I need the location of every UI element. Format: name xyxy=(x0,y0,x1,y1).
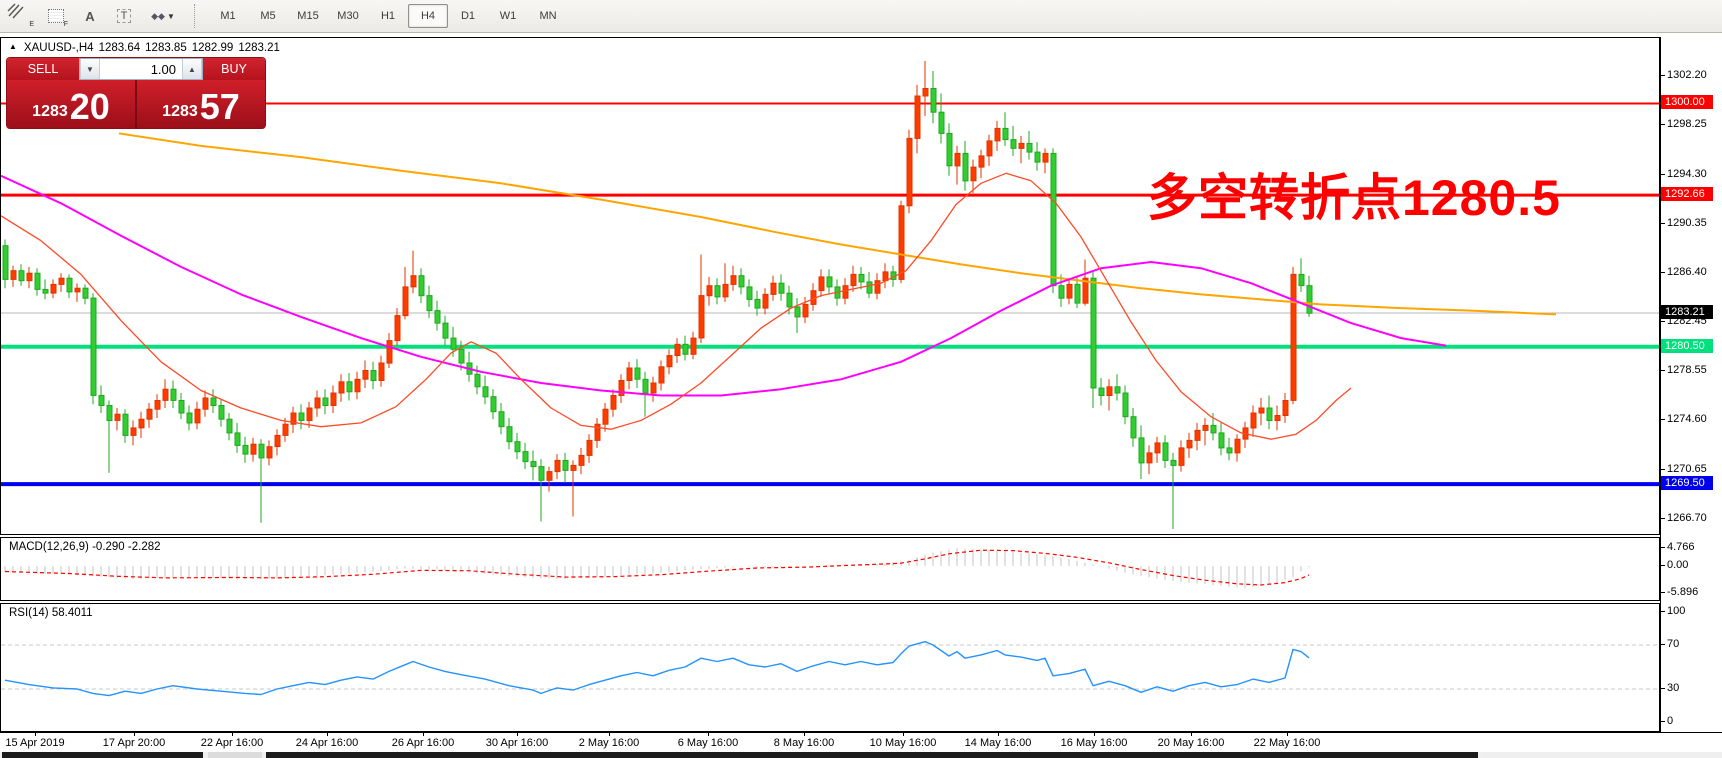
time-label: 26 Apr 16:00 xyxy=(391,737,455,749)
toolbar: E F A T ◆◆ ▼ M1 M5 M15 M30 H1 H4 D1 W1 MN xyxy=(0,0,1722,33)
timeframe-button-H1[interactable]: H1 xyxy=(380,10,396,22)
price-tick-1302.20: 1302.20 xyxy=(1667,69,1707,81)
sell-price-big: 20 xyxy=(69,86,110,127)
timeframe-group: M1 M5 M15 M30 H1 H4 D1 W1 MN xyxy=(208,4,568,28)
macd-tick--5.896: -5.896 xyxy=(1667,586,1699,598)
price-tick-1278.55: 1278.55 xyxy=(1667,364,1707,377)
buy-price-button[interactable]: 1283 57 xyxy=(137,80,265,128)
timeframe-button-M30[interactable]: M30 xyxy=(337,10,359,22)
price-tick-1274.60: 1274.60 xyxy=(1667,413,1707,426)
trendline-glyph xyxy=(7,3,24,19)
main-chart-panel[interactable]: ▲ XAUUSD-,H4 1283.64 1283.85 1282.99 128… xyxy=(0,37,1660,535)
collapse-triangle-icon[interactable]: ▲ xyxy=(9,42,17,51)
text-label-tool-icon[interactable]: A xyxy=(85,8,95,24)
price-tick-1286.40: 1286.40 xyxy=(1667,266,1707,279)
timeframe-button-MN[interactable]: MN xyxy=(539,10,557,22)
chart-tab-strip xyxy=(0,752,1722,758)
price-badge-1300.00: 1300.00 xyxy=(1661,95,1713,110)
macd-tick-4.766: 4.766 xyxy=(1667,541,1695,553)
timeframe-button-M15[interactable]: M15 xyxy=(297,10,319,22)
ohlc-close: 1283.21 xyxy=(238,42,280,54)
sell-price-small: 1283 xyxy=(32,103,68,120)
rsi-label: RSI(14) 58.4011 xyxy=(9,607,93,619)
timeframe-button-D1[interactable]: D1 xyxy=(460,10,476,22)
price-badge-1269.50: 1269.50 xyxy=(1661,476,1713,491)
time-label: 14 May 16:00 xyxy=(964,737,1032,749)
chart-tab-segment[interactable] xyxy=(2,752,203,758)
symbol-label: XAUUSD-,H4 xyxy=(23,42,94,54)
one-click-trade-panel: SELL ▼ ▲ BUY 1283 20 1283 xyxy=(7,58,265,128)
trendline-tool-icon[interactable]: E xyxy=(6,2,38,30)
ohlc-low: 1282.99 xyxy=(191,42,234,54)
time-label: 15 Apr 2019 xyxy=(5,737,65,749)
price-badge-1283.21: 1283.21 xyxy=(1661,304,1713,319)
time-label: 8 May 16:00 xyxy=(773,737,835,749)
chart-header: ▲ XAUUSD-,H4 1283.64 1283.85 1282.99 128… xyxy=(9,42,280,54)
sell-button[interactable]: SELL xyxy=(7,58,79,80)
buy-price-big: 57 xyxy=(199,86,240,127)
macd-tick-0.00: 0.00 xyxy=(1667,559,1689,571)
sell-price-button[interactable]: 1283 20 xyxy=(7,80,135,128)
rsi-tick-0: 0 xyxy=(1667,715,1674,727)
chart-stack: ▲ XAUUSD-,H4 1283.64 1283.85 1282.99 128… xyxy=(0,37,1660,758)
chart-annotation-text: 多空转折点1280.5 xyxy=(1147,170,1561,226)
timeframe-button-H4[interactable]: H4 xyxy=(408,4,448,28)
price-tick-1266.70: 1266.70 xyxy=(1667,512,1707,525)
time-label: 22 Apr 16:00 xyxy=(200,737,264,749)
macd-label: MACD(12,26,9) -0.290 -2.282 xyxy=(9,541,161,553)
shapes-tool-icon[interactable]: ◆◆ ▼ xyxy=(151,10,175,21)
price-tick-1290.35: 1290.35 xyxy=(1667,216,1707,229)
time-label: 16 May 16:00 xyxy=(1060,737,1128,749)
time-label: 2 May 16:00 xyxy=(578,737,640,749)
text-box-tool-icon[interactable]: T xyxy=(108,2,140,30)
volume-input[interactable] xyxy=(100,59,182,79)
timeframe-button-W1[interactable]: W1 xyxy=(499,10,517,22)
rsi-tick-30: 30 xyxy=(1667,682,1680,694)
price-badge-1292.66: 1292.66 xyxy=(1661,187,1713,202)
ohlc-open: 1283.64 xyxy=(98,42,141,54)
time-label: 30 Apr 16:00 xyxy=(485,737,549,749)
price-tick-1294.30: 1294.30 xyxy=(1667,167,1707,180)
rsi-tick-70: 70 xyxy=(1667,638,1680,650)
time-label: 6 May 16:00 xyxy=(677,737,739,749)
candlestick-chart[interactable] xyxy=(1,38,1659,534)
time-label: 10 May 16:00 xyxy=(869,737,937,749)
macd-panel[interactable]: MACD(12,26,9) -0.290 -2.282 xyxy=(0,537,1660,601)
chart-tab-segment[interactable] xyxy=(266,752,1478,758)
rsi-tick-100: 100 xyxy=(1667,605,1686,617)
price-badge-1280.50: 1280.50 xyxy=(1661,338,1713,353)
time-axis[interactable]: 15 Apr 2019 17 Apr 20:00 22 Apr 16:00 24 Ap… xyxy=(0,732,1722,753)
chart-tab-segment[interactable] xyxy=(208,752,262,758)
timeframe-button-M5[interactable]: M5 xyxy=(260,10,276,22)
price-tick-1270.65: 1270.65 xyxy=(1667,462,1707,475)
ohlc-high: 1283.85 xyxy=(145,42,187,54)
price-scale[interactable]: 1302.20 1298.25 1294.30 1290.35 1286.40 1282.… xyxy=(1660,37,1722,752)
toolbar-separator xyxy=(194,4,200,28)
chart-tab-segment[interactable] xyxy=(1482,752,1722,758)
fibonacci-tool-icon[interactable]: F xyxy=(40,2,72,30)
timeframe-button-M1[interactable]: M1 xyxy=(220,10,236,22)
buy-price-small: 1283 xyxy=(162,103,198,120)
buy-button[interactable]: BUY xyxy=(203,58,265,80)
volume-decrease-button[interactable]: ▼ xyxy=(80,59,100,79)
time-label: 24 Apr 16:00 xyxy=(295,737,359,749)
volume-increase-button[interactable]: ▲ xyxy=(182,59,202,79)
chevron-down-icon: ▼ xyxy=(166,11,175,21)
volume-spinner: ▼ ▲ xyxy=(79,58,203,80)
price-tick-1298.25: 1298.25 xyxy=(1667,118,1707,131)
time-label: 20 May 16:00 xyxy=(1157,737,1225,749)
time-label: 17 Apr 20:00 xyxy=(102,737,166,749)
time-label: 22 May 16:00 xyxy=(1253,737,1321,749)
rsi-panel[interactable]: RSI(14) 58.4011 xyxy=(0,603,1660,732)
